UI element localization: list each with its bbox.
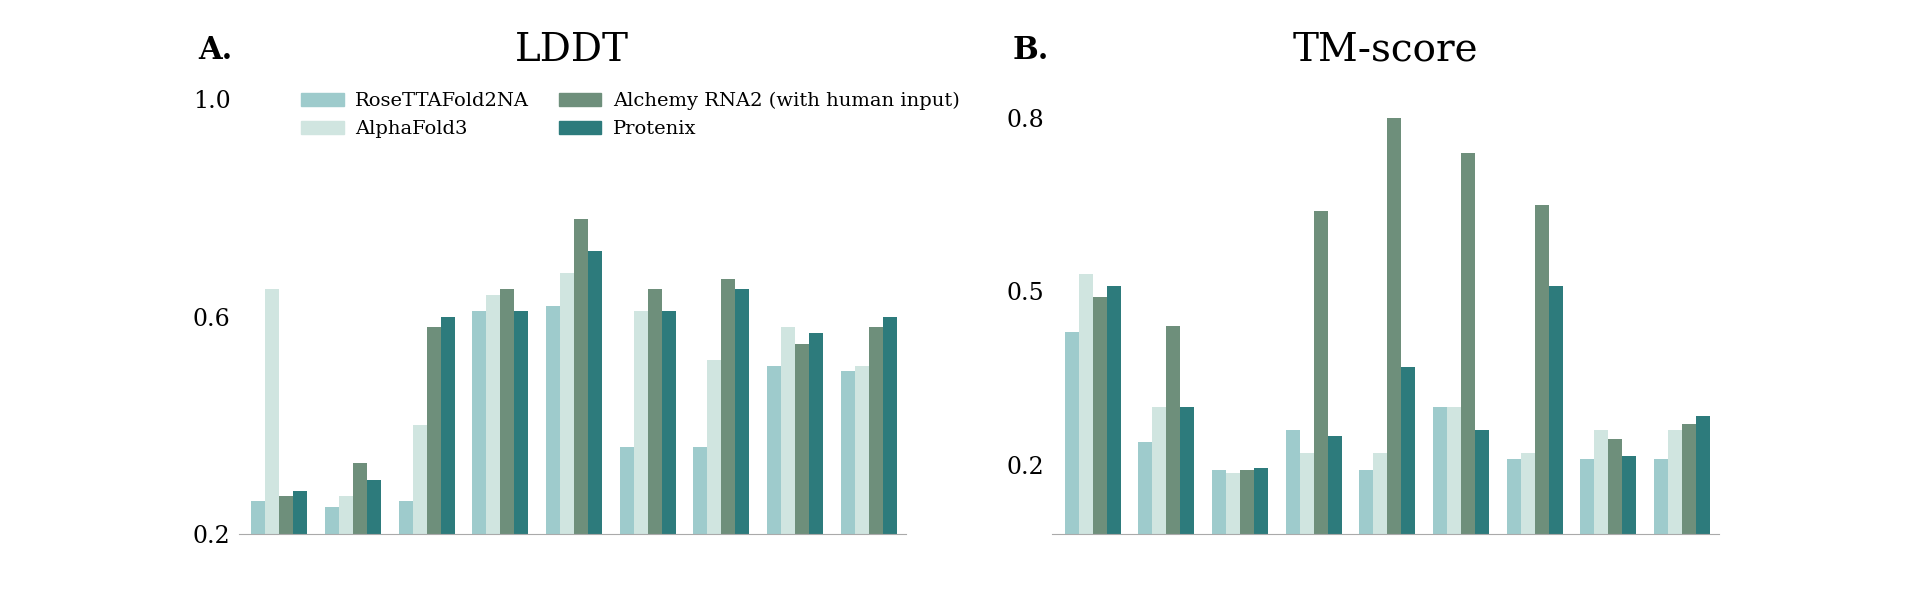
- Title: TM-score: TM-score: [1293, 32, 1478, 69]
- Bar: [367, 479, 380, 600]
- Bar: [1667, 430, 1683, 580]
- Bar: [1064, 332, 1079, 580]
- Bar: [1138, 442, 1152, 580]
- Bar: [560, 273, 575, 600]
- Bar: [1520, 453, 1536, 580]
- Bar: [413, 425, 426, 600]
- Bar: [294, 491, 308, 600]
- Bar: [1595, 430, 1608, 580]
- Bar: [1387, 118, 1402, 580]
- Bar: [338, 496, 353, 600]
- Bar: [1093, 297, 1106, 580]
- Bar: [500, 289, 514, 600]
- Bar: [768, 365, 781, 600]
- Bar: [661, 311, 676, 600]
- Text: B.: B.: [1012, 35, 1049, 66]
- Bar: [1180, 407, 1194, 580]
- Bar: [1373, 453, 1387, 580]
- Bar: [353, 463, 367, 600]
- Bar: [1461, 153, 1475, 580]
- Bar: [781, 328, 795, 600]
- Bar: [399, 502, 413, 600]
- Bar: [1608, 439, 1622, 580]
- Bar: [795, 344, 810, 600]
- Bar: [1402, 367, 1415, 580]
- Bar: [1507, 459, 1520, 580]
- Bar: [1152, 407, 1167, 580]
- Bar: [722, 278, 735, 600]
- Bar: [634, 311, 647, 600]
- Bar: [472, 311, 487, 600]
- Bar: [265, 289, 279, 600]
- Bar: [1360, 470, 1373, 580]
- Bar: [1213, 470, 1226, 580]
- Bar: [325, 507, 338, 600]
- Bar: [1327, 436, 1341, 580]
- Bar: [514, 311, 529, 600]
- Legend: RoseTTAFold2NA, AlphaFold3, Alchemy RNA2 (with human input), Protenix: RoseTTAFold2NA, AlphaFold3, Alchemy RNA2…: [296, 86, 966, 144]
- Bar: [854, 365, 869, 600]
- Bar: [707, 360, 722, 600]
- Bar: [1683, 424, 1696, 580]
- Bar: [810, 333, 823, 600]
- Bar: [252, 502, 265, 600]
- Bar: [869, 328, 882, 600]
- Bar: [693, 447, 707, 600]
- Bar: [1106, 286, 1121, 580]
- Bar: [1580, 459, 1595, 580]
- Bar: [735, 289, 749, 600]
- Bar: [279, 496, 294, 600]
- Bar: [1549, 286, 1562, 580]
- Bar: [487, 295, 500, 600]
- Bar: [1167, 326, 1180, 580]
- Bar: [1536, 205, 1549, 580]
- Text: A.: A.: [199, 35, 233, 66]
- Bar: [1654, 459, 1667, 580]
- Bar: [840, 371, 854, 600]
- Bar: [546, 306, 560, 600]
- Bar: [588, 251, 602, 600]
- Bar: [1301, 453, 1314, 580]
- Bar: [882, 317, 896, 600]
- Bar: [1226, 473, 1240, 580]
- Title: LDDT: LDDT: [516, 32, 628, 69]
- Bar: [1255, 467, 1268, 580]
- Bar: [647, 289, 661, 600]
- Bar: [441, 317, 455, 600]
- Bar: [1448, 407, 1461, 580]
- Bar: [1314, 211, 1327, 580]
- Bar: [575, 219, 588, 600]
- Bar: [1696, 416, 1709, 580]
- Bar: [1622, 456, 1637, 580]
- Bar: [1240, 470, 1255, 580]
- Bar: [1079, 274, 1093, 580]
- Bar: [619, 447, 634, 600]
- Bar: [1285, 430, 1301, 580]
- Bar: [1432, 407, 1448, 580]
- Bar: [1475, 430, 1490, 580]
- Bar: [426, 328, 441, 600]
